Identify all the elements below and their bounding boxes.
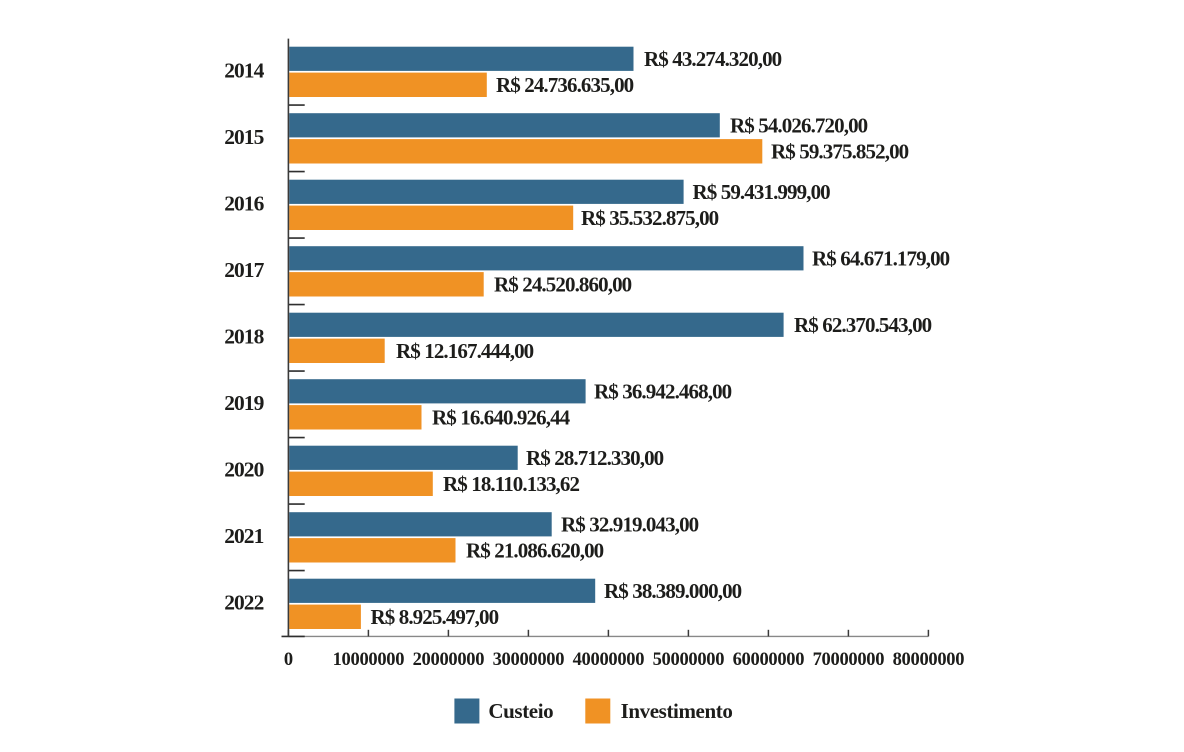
svg-text:2018: 2018 [224,325,264,349]
svg-text:2020: 2020 [224,458,263,482]
svg-text:2014: 2014 [224,59,264,83]
svg-text:R$ 28.712.330,00: R$ 28.712.330,00 [526,446,664,470]
svg-text:R$ 59.375.852,00: R$ 59.375.852,00 [771,139,909,163]
svg-text:2019: 2019 [224,391,263,415]
svg-text:80000000: 80000000 [893,650,965,670]
svg-text:R$ 32.919.043,00: R$ 32.919.043,00 [561,512,699,536]
svg-text:40000000: 40000000 [573,650,645,670]
svg-text:R$ 18.110.133,62: R$ 18.110.133,62 [443,472,580,496]
svg-text:R$ 35.532.875,00: R$ 35.532.875,00 [581,206,719,230]
svg-text:2021: 2021 [224,524,263,548]
svg-text:Investimento: Investimento [621,699,733,723]
svg-text:R$ 59.431.999,00: R$ 59.431.999,00 [693,180,831,204]
svg-text:30000000: 30000000 [493,650,565,670]
svg-text:10000000: 10000000 [333,650,405,670]
svg-text:70000000: 70000000 [813,650,885,670]
svg-text:R$ 62.370.543,00: R$ 62.370.543,00 [794,313,932,337]
svg-text:R$ 24.736.635,00: R$ 24.736.635,00 [496,73,634,97]
svg-text:2015: 2015 [224,125,263,149]
svg-text:R$ 21.086.620,00: R$ 21.086.620,00 [466,538,604,562]
svg-text:R$ 36.942.468,00: R$ 36.942.468,00 [594,379,732,403]
svg-text:R$ 8.925.497,00: R$ 8.925.497,00 [371,605,499,629]
svg-text:2016: 2016 [224,192,264,216]
svg-text:Custeio: Custeio [488,699,553,723]
svg-text:R$ 12.167.444,00: R$ 12.167.444,00 [396,339,534,363]
svg-text:2022: 2022 [224,591,263,615]
svg-text:50000000: 50000000 [653,650,725,670]
svg-text:R$ 64.671.179,00: R$ 64.671.179,00 [812,246,950,270]
svg-text:R$ 54.026.720,00: R$ 54.026.720,00 [730,113,868,137]
svg-text:60000000: 60000000 [733,650,805,670]
svg-text:R$ 24.520.860,00: R$ 24.520.860,00 [494,272,632,296]
svg-text:R$ 38.389.000,00: R$ 38.389.000,00 [604,579,742,603]
svg-text:20000000: 20000000 [413,650,485,670]
svg-text:R$ 43.274.320,00: R$ 43.274.320,00 [644,47,782,71]
svg-text:0: 0 [284,650,293,670]
svg-text:R$ 16.640.926,44: R$ 16.640.926,44 [432,405,571,429]
svg-text:2017: 2017 [224,258,264,282]
